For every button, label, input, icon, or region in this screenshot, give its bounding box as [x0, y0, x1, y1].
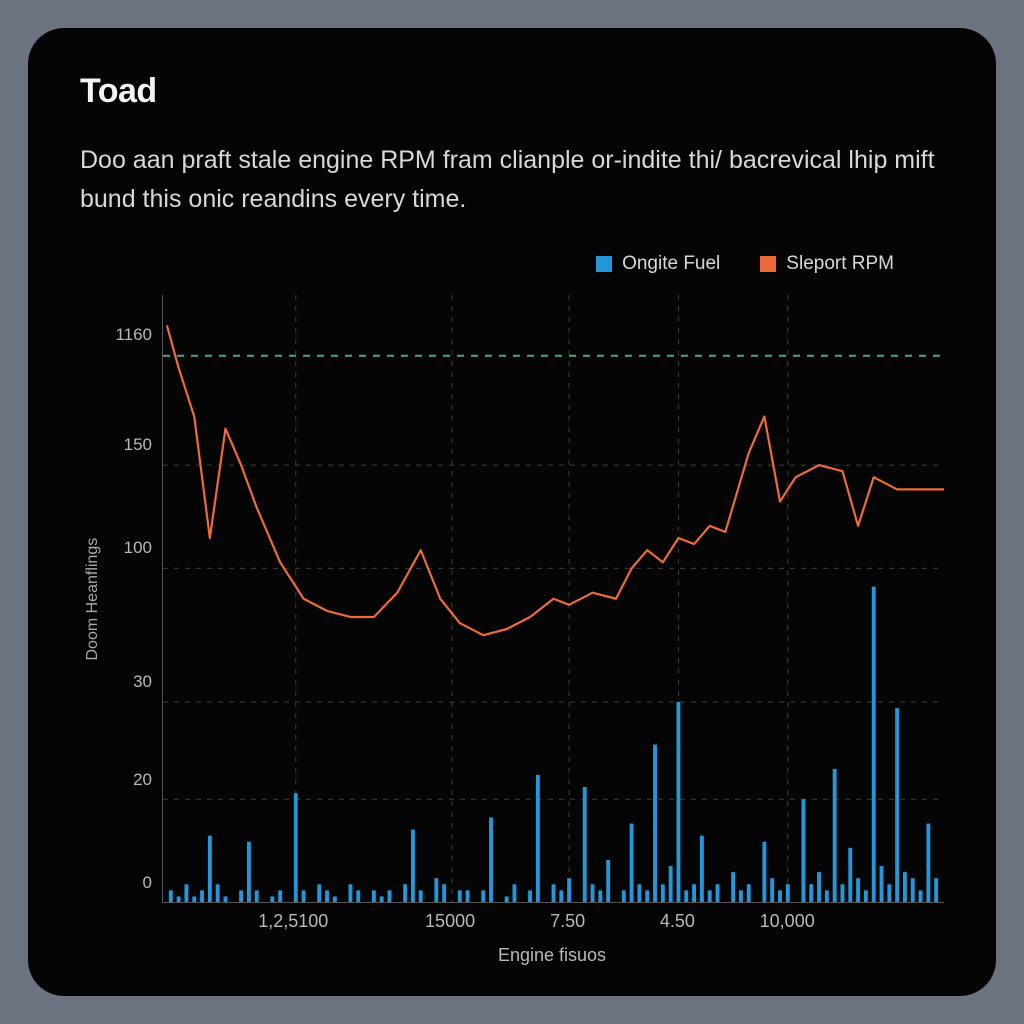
plot-row: Doom Heanflings 0 20 30 100 150 1160	[80, 295, 944, 904]
x-tick-label: 7.50	[550, 911, 585, 932]
y-tick-label: 30	[133, 672, 152, 692]
card-title: Toad	[80, 72, 944, 111]
legend-label-rpm: Sleport RPM	[786, 253, 894, 275]
y-axis-ticks: 0 20 30 100 150 1160	[106, 295, 162, 904]
chart-card: Toad Doo aan praft stale engine RPM fram…	[28, 28, 996, 996]
legend-item-fuel: Ongite Fuel	[596, 253, 720, 275]
legend: Ongite Fuel Sleport RPM	[80, 253, 944, 275]
x-tick-label: 15000	[425, 911, 475, 932]
x-axis-ticks: 1,2,5100 15000 7.50 4.50 10,000	[160, 903, 944, 933]
chart: Doom Heanflings 0 20 30 100 150 1160 1,2,5100…	[80, 295, 944, 967]
y-tick-label: 100	[124, 538, 152, 558]
x-tick-label: 1,2,5100	[258, 911, 328, 932]
legend-item-rpm: Sleport RPM	[760, 253, 894, 275]
legend-swatch-fuel	[596, 256, 612, 272]
x-tick-label: 4.50	[660, 911, 695, 932]
y-tick-label: 20	[133, 770, 152, 790]
y-tick-label: 0	[143, 873, 152, 893]
card-subtitle: Doo aan praft stale engine RPM fram clia…	[80, 141, 944, 219]
plot-svg	[163, 295, 944, 903]
y-tick-label: 1160	[115, 325, 152, 345]
plot-area	[162, 295, 944, 904]
legend-label-fuel: Ongite Fuel	[622, 253, 720, 275]
x-axis-title: Engine fisuos	[160, 945, 944, 966]
y-axis-title: Doom Heanflings	[80, 295, 106, 904]
legend-swatch-rpm	[760, 256, 776, 272]
x-tick-label: 10,000	[760, 911, 815, 932]
y-tick-label: 150	[124, 435, 152, 455]
